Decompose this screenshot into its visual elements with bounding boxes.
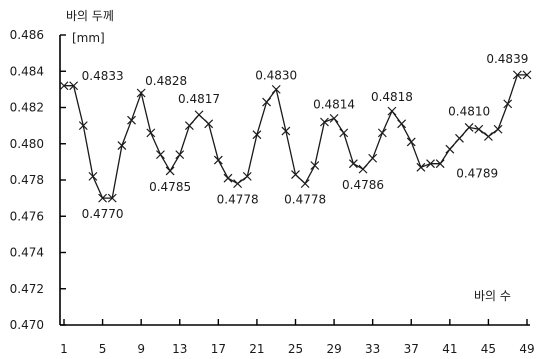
data-label: 0.4818 [371, 90, 413, 104]
data-point-marker [512, 70, 522, 80]
y-tick-label: 0.474 [10, 246, 44, 260]
data-point-marker [271, 84, 281, 94]
data-point-marker [300, 179, 310, 189]
data-point-marker [184, 121, 194, 131]
data-label: 0.4839 [486, 52, 528, 66]
data-point-marker [242, 171, 252, 181]
data-label: 0.4789 [456, 167, 498, 181]
y-tick-label: 0.476 [10, 209, 44, 223]
y-tick-label: 0.482 [10, 101, 44, 115]
data-point-marker [165, 166, 175, 176]
y-tick-label: 0.472 [10, 282, 44, 296]
x-tick-label: 49 [519, 342, 534, 356]
data-label: 0.4817 [178, 92, 220, 106]
data-point-marker [358, 164, 368, 174]
data-point-marker [310, 161, 320, 170]
data-point-marker [348, 159, 358, 169]
x-tick-label: 33 [365, 342, 380, 356]
data-point-marker [464, 123, 474, 132]
x-tick-label: 37 [404, 342, 419, 356]
data-label: 0.4814 [313, 97, 355, 111]
data-label: 0.4810 [448, 105, 490, 119]
data-point-marker [175, 150, 185, 160]
data-point-marker [223, 173, 233, 183]
data-point-marker [416, 162, 426, 172]
data-point-marker [88, 171, 98, 181]
y-axis-title: 바의 두께 [mm] [66, 9, 114, 45]
data-label: 0.4785 [149, 180, 191, 194]
x-tick-label: 41 [442, 342, 457, 356]
y-axis-unit: [mm] [72, 31, 105, 45]
data-label: 0.4833 [82, 69, 124, 83]
data-point-marker [474, 124, 484, 134]
data-point-marker [252, 130, 262, 140]
data-label: 0.4778 [217, 193, 259, 207]
data-point-marker [329, 113, 339, 123]
data-point-marker [194, 110, 204, 120]
data-point-marker [455, 133, 464, 143]
data-point-marker [98, 193, 108, 203]
data-point-marker [387, 106, 397, 116]
x-tick-label: 13 [172, 342, 187, 356]
y-tick-label: 0.470 [10, 318, 44, 332]
x-tick-label: 29 [326, 342, 341, 356]
x-tick-label: 21 [249, 342, 264, 356]
data-point-marker [117, 141, 127, 150]
data-point-marker [522, 70, 532, 80]
data-point-marker [233, 179, 243, 189]
data-point-marker [406, 137, 416, 147]
x-tick-label: 45 [481, 342, 496, 356]
data-label: 0.4828 [145, 74, 187, 88]
data-labels: 0.4833 0.4770 0.4828 0.4785 0.4817 0.4778 0.48… [82, 52, 529, 221]
data-point-marker [435, 159, 445, 169]
data-point-marker [445, 144, 455, 154]
data-point-marker [78, 121, 88, 131]
data-point-marker [204, 119, 214, 129]
data-label: 0.4830 [255, 68, 297, 82]
data-point-marker [368, 153, 378, 163]
data-label: 0.4770 [82, 207, 124, 221]
data-label: 0.4778 [284, 193, 326, 207]
data-point-marker [426, 159, 435, 169]
data-point-marker [397, 119, 407, 129]
y-tick-label: 0.478 [10, 173, 44, 187]
data-point-marker [377, 128, 387, 138]
data-point-marker [493, 124, 503, 134]
x-tick-label: 25 [288, 342, 303, 356]
y-tick-label: 0.486 [10, 28, 44, 42]
data-point-marker [136, 88, 146, 98]
data-point-marker [107, 193, 117, 203]
x-tick-label: 1 [60, 342, 68, 356]
data-label: 0.4786 [342, 178, 384, 192]
x-tick-label: 17 [211, 342, 226, 356]
data-point-marker [281, 126, 291, 136]
data-point-marker [339, 128, 349, 138]
y-axis-label: 바의 두께 [66, 9, 114, 23]
data-point-marker [59, 81, 69, 91]
data-point-marker [262, 97, 271, 107]
x-ticks: 1 5 9 13 17 21 25 29 33 37 41 45 49 [60, 319, 535, 356]
data-point-marker [146, 128, 156, 138]
data-point-marker [320, 117, 329, 127]
y-tick-label: 0.484 [10, 64, 44, 78]
data-point-marker [69, 81, 79, 91]
x-axis-label: 바의 수 [474, 289, 511, 303]
data-point-marker [291, 170, 300, 179]
data-markers [59, 70, 532, 203]
x-tick-label: 9 [137, 342, 145, 356]
data-point-marker [127, 115, 136, 125]
y-tick-label: 0.480 [10, 137, 44, 151]
data-point-marker [156, 150, 165, 160]
data-point-marker [213, 155, 223, 165]
data-point-marker [503, 99, 513, 109]
data-point-marker [483, 132, 493, 141]
x-tick-label: 5 [99, 342, 107, 356]
y-ticks: 0.470 0.472 0.474 0.476 0.478 0.480 0.482 0.484… [10, 28, 66, 332]
